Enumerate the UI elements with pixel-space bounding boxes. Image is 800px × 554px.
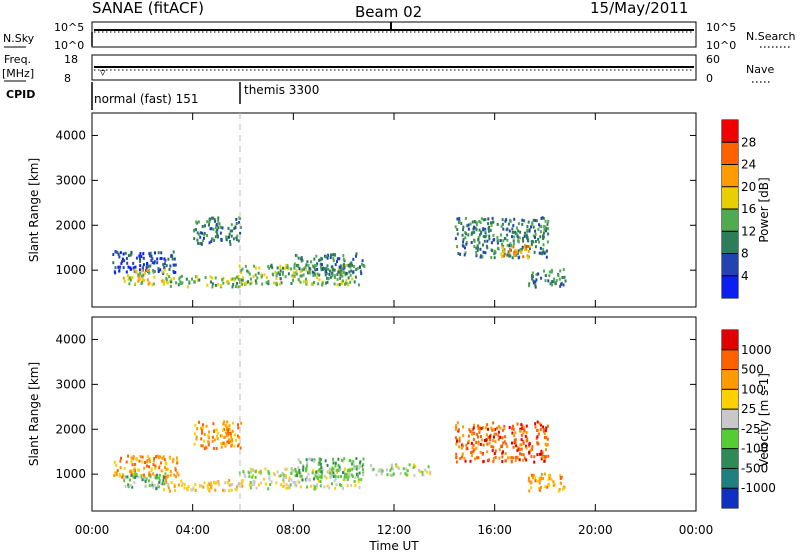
freq-tick-bottom: 8 xyxy=(64,72,71,85)
beam-title: Beam 02 xyxy=(355,3,422,21)
velocity-echo-region-5 xyxy=(294,457,365,482)
power-colorbar-bin-4 xyxy=(722,186,738,209)
date-title: 15/May/2011 xyxy=(590,0,688,17)
nsearch-label: N.Search xyxy=(746,30,796,43)
velocity-colorbar-tick-6: -500 xyxy=(741,461,768,475)
velocity-ytick-0: 1000 xyxy=(55,467,86,481)
velocity-colorbar-tick-2: 100 xyxy=(741,382,764,396)
power-colorbar-tick-6: 28 xyxy=(741,135,756,149)
time-tick-4: 16:00 xyxy=(477,523,512,537)
power-echo-region-3 xyxy=(193,216,242,246)
power-ytick-1: 2000 xyxy=(55,218,86,232)
velocity-colorbar-label: Velocity [m s-1] xyxy=(757,373,771,467)
velocity-colorbar-bin-3 xyxy=(722,428,738,449)
velocity-colorbar-bin-8 xyxy=(722,330,738,350)
velocity-ytick-1: 2000 xyxy=(55,422,86,436)
power-colorbar-label: Power [dB] xyxy=(757,177,771,242)
velocity-echo-region-1 xyxy=(123,472,170,491)
nave-tick-top: 60 xyxy=(706,53,720,66)
cpid-segment-themis: themis 3300 xyxy=(244,83,319,97)
velocity-echo-region-0 xyxy=(113,454,180,479)
power-echo-region-7 xyxy=(500,244,532,260)
power-echo-region-6 xyxy=(454,216,550,260)
power-colorbar-bin-3 xyxy=(722,209,738,232)
power-colorbar-tick-2: 12 xyxy=(741,224,756,238)
time-tick-6: 00:00 xyxy=(679,523,714,537)
freq-strip: Freq. [MHz] 18 8 60 0 Nave ▿ xyxy=(2,53,774,85)
velocity-colorbar-bin-5 xyxy=(722,389,738,410)
velocity-echo-region-3 xyxy=(193,420,243,451)
nave-label: Nave xyxy=(746,63,774,76)
power-colorbar-tick-4: 20 xyxy=(741,180,756,194)
velocity-colorbar-bin-4 xyxy=(722,409,738,429)
velocity-ytick-3: 4000 xyxy=(55,332,86,346)
power-ylabel: Slant Range [km] xyxy=(27,158,41,262)
power-ytick-3: 4000 xyxy=(55,128,86,142)
velocity-colorbar-tick-4: -25 xyxy=(741,422,761,436)
time-axis-label: Time UT xyxy=(368,539,419,553)
nsky-tick-top: 10^5 xyxy=(54,21,84,34)
nsearch-tick-top: 10^5 xyxy=(706,21,736,34)
freq-tick-top: 18 xyxy=(64,53,78,66)
power-colorbar-bin-1 xyxy=(722,253,738,276)
velocity-colorbar-tick-7: -1000 xyxy=(741,481,776,495)
velocity-colorbar-tick-1: 500 xyxy=(741,363,764,377)
velocity-panel: 1000 2000 3000 4000 00:00 04:00 08:00 12:00 16:0… xyxy=(27,316,714,553)
time-tick-0: 00:00 xyxy=(75,523,110,537)
power-colorbar-bin-0 xyxy=(722,275,738,298)
time-tick-1: 04:00 xyxy=(175,523,210,537)
power-colorbar-bin-2 xyxy=(722,231,738,254)
velocity-colorbar-bin-7 xyxy=(722,349,738,370)
svg-text:▿: ▿ xyxy=(100,66,106,79)
power-echo-region-2 xyxy=(162,274,244,289)
power-echo-region-5 xyxy=(293,252,366,278)
time-tick-3: 12:00 xyxy=(377,523,412,537)
velocity-ytick-2: 3000 xyxy=(55,377,86,391)
nsky-tick-bottom: 10^0 xyxy=(54,39,84,52)
velocity-echo-region-2 xyxy=(163,478,244,493)
power-colorbar-tick-5: 24 xyxy=(741,158,756,172)
power-echo-region-8 xyxy=(528,268,567,289)
power-colorbar-tick-3: 16 xyxy=(741,202,756,216)
velocity-echo-region-6 xyxy=(370,463,432,478)
velocity-echo-region-7 xyxy=(454,420,550,464)
nsky-strip: N.Sky 10^5 10^0 10^5 10^0 N.Search xyxy=(3,21,796,52)
cpid-strip: CPID normal (fast) 151 themis 3300 xyxy=(6,82,319,110)
velocity-echo-region-8 xyxy=(527,472,566,493)
nsearch-tick-bottom: 10^0 xyxy=(706,39,736,52)
velocity-colorbar: 1000 500 100 25 -25 -100 -500 -1000 Velocity [m… xyxy=(721,329,776,509)
time-tick-5: 20:00 xyxy=(578,523,613,537)
power-colorbar-bin-7 xyxy=(722,120,738,143)
nsky-label: N.Sky xyxy=(3,32,35,45)
power-scatter xyxy=(112,216,567,289)
velocity-colorbar-bin-1 xyxy=(722,468,738,489)
power-ytick-0: 1000 xyxy=(55,263,86,277)
velocity-ylabel: Slant Range [km] xyxy=(27,362,41,466)
power-colorbar: 4 8 12 16 20 24 28 Power [dB] xyxy=(721,119,771,299)
velocity-colorbar-tick-3: 25 xyxy=(741,402,756,416)
power-ytick-2: 3000 xyxy=(55,173,86,187)
cpid-segment-normal: normal (fast) 151 xyxy=(94,92,198,106)
power-colorbar-bin-5 xyxy=(722,164,738,187)
velocity-colorbar-bin-0 xyxy=(722,488,738,508)
velocity-scatter xyxy=(113,420,566,493)
power-echo-region-0 xyxy=(112,250,177,275)
time-tick-2: 08:00 xyxy=(276,523,311,537)
freq-label: Freq. xyxy=(4,53,31,66)
power-colorbar-bin-6 xyxy=(722,142,738,165)
nave-tick-bottom: 0 xyxy=(706,72,713,85)
freq-unit: [MHz] xyxy=(2,67,34,80)
power-colorbar-tick-0: 4 xyxy=(741,269,749,283)
velocity-colorbar-bin-2 xyxy=(722,448,738,469)
power-colorbar-tick-1: 8 xyxy=(741,247,749,261)
cpid-label: CPID xyxy=(6,88,35,101)
velocity-colorbar-bin-6 xyxy=(722,369,738,390)
velocity-colorbar-tick-5: -100 xyxy=(741,442,768,456)
power-panel: 1000 2000 3000 4000 Slant Range [km] xyxy=(27,112,697,308)
station-title: SANAE (fitACF) xyxy=(92,0,204,17)
velocity-colorbar-tick-0: 1000 xyxy=(741,343,772,357)
